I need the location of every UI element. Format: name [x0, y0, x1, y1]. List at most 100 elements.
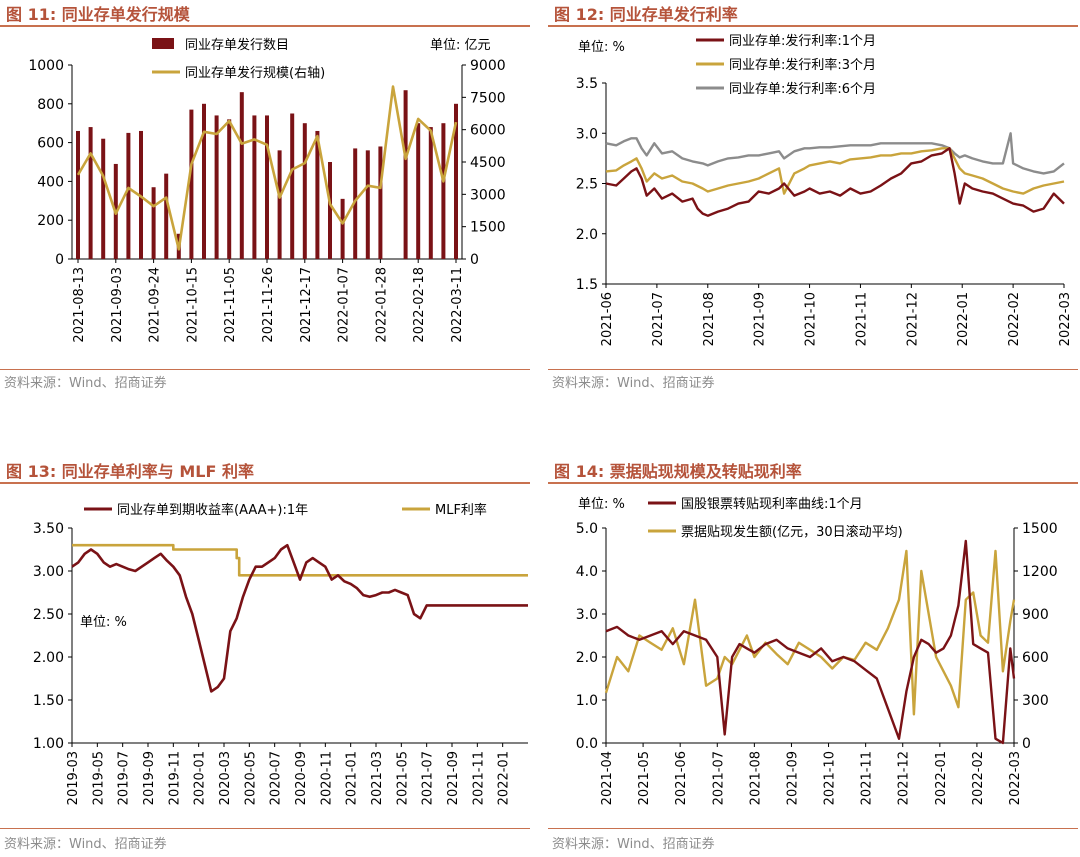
bar: [227, 119, 232, 259]
y-tick-label: 3.5: [576, 76, 598, 92]
x-tick-label: 2022-01: [934, 751, 949, 805]
y-tick-label-right: 0: [1022, 736, 1031, 752]
x-tick-label: 2021-03: [370, 751, 385, 805]
x-tick-label: 2021-05: [395, 751, 410, 805]
bar: [315, 130, 320, 259]
unit-label: 单位: %: [578, 497, 625, 512]
panel-source: 资料来源：Wind、招商证券: [4, 376, 167, 391]
bar: [126, 132, 131, 259]
bar: [302, 123, 307, 259]
x-tick-label: 2021-09: [446, 751, 461, 805]
series-line-discount-volume: [604, 549, 1016, 716]
x-tick-label: 2021-11-26: [261, 267, 276, 343]
bar: [340, 198, 345, 259]
bar: [454, 103, 458, 259]
x-tick-label: 2020-03: [218, 751, 233, 805]
x-tick-label: 2022-03-11: [450, 267, 465, 343]
panel-title: 图 14: 票据贴现规模及转贴现利率: [554, 462, 802, 481]
panel-cd-vs-mlf: 图 13: 同业存单利率与 MLF 利率 1.00 1.50 2.00 2.50 3.0…: [0, 457, 530, 857]
x-tick-label: 2019-03: [66, 751, 81, 805]
legend-scale-label: 同业存单发行规模(右轴): [185, 65, 325, 81]
x-tick-label: 2021-11: [471, 751, 486, 805]
x-tick-label: 2019-07: [117, 751, 132, 805]
bar: [164, 173, 169, 259]
bar: [239, 92, 244, 259]
title-rule: [548, 482, 1078, 484]
series-line-mlf: [72, 543, 528, 577]
y-tick-label: 3.0: [576, 126, 598, 142]
x-tick-label: 2020-01: [193, 751, 208, 805]
y-tick-label-right: 900: [1022, 607, 1049, 623]
y-tick-label-left: 200: [37, 213, 64, 229]
series-line-cd-yield: [71, 543, 528, 693]
panel-title: 图 12: 同业存单发行利率: [554, 5, 738, 24]
panel-title: 图 11: 同业存单发行规模: [6, 5, 190, 24]
chart-cd-vs-mlf: 1.00 1.50 2.00 2.50 3.00 3.50 2019-03 2019-05 20…: [33, 502, 528, 805]
x-tick-label: 2021-07: [421, 751, 436, 805]
bar: [202, 103, 206, 259]
x-tick-label: 2021-08: [748, 751, 763, 805]
bar: [265, 115, 269, 259]
x-tick-label: 2021-07: [711, 751, 726, 805]
x-tick-label: 2021-06: [674, 751, 689, 805]
panel-source: 资料来源：Wind、招商证券: [552, 837, 715, 852]
bar: [101, 138, 106, 259]
x-tick-label: 2022-03: [1058, 292, 1073, 346]
chart-cd-issuance-rate: 1.5 2.0 2.5 3.0 3.5 2021-06 2021-07 2021-08 2021…: [576, 33, 1073, 346]
panel-source: 资料来源：Wind、招商证券: [552, 376, 715, 391]
legend-1m-label: 同业存单:发行利率:1个月: [729, 33, 876, 49]
y-tick-label-right: 0: [470, 252, 479, 268]
panel-bill-discount: 图 14: 票据贴现规模及转贴现利率 0.0 1.0 2.0 3.0 4.0 5.0 0 30…: [548, 457, 1078, 857]
y-tick-label-right: 3000: [470, 187, 506, 203]
unit-label: 单位: 亿元: [430, 38, 491, 53]
y-tick-label-left: 5.0: [576, 521, 598, 537]
source-rule: [548, 369, 1078, 370]
chart-bill-discount: 0.0 1.0 2.0 3.0 4.0 5.0 0 300 600 900 1200 1500 2021…: [576, 496, 1058, 805]
chart-cd-issuance-scale: 0 200 400 600 800 1000 0 1500 3000 4500 6000 7500 90…: [28, 37, 506, 343]
x-tick-label: 2021-10: [823, 751, 838, 805]
bar: [441, 123, 446, 259]
y-tick-label: 3.50: [33, 521, 64, 537]
bar: [151, 187, 156, 259]
legend-rate-label: 国股银票转贴现利率曲线:1个月: [681, 496, 863, 512]
y-tick-label: 1.00: [33, 736, 64, 752]
panel-source: 资料来源：Wind、招商证券: [4, 837, 167, 852]
legend-mlf-label: MLF利率: [435, 502, 487, 518]
series-line-3: [605, 132, 1065, 175]
y-tick-label: 2.00: [33, 650, 64, 666]
y-tick-label-right: 300: [1022, 693, 1049, 709]
panel-cd-issuance-rate: 图 12: 同业存单发行利率 1.5 2.0 2.5 3.0 3.5 2021-06 202…: [548, 0, 1078, 400]
y-tick-label-right: 1500: [1022, 521, 1058, 537]
bar: [76, 130, 80, 259]
y-tick-label-right: 1500: [470, 220, 506, 236]
bar: [416, 123, 421, 259]
series-line-discount-rate: [605, 539, 1016, 745]
y-tick-label-right: 1200: [1022, 564, 1058, 580]
y-tick-label-left: 400: [37, 174, 64, 190]
bar: [252, 115, 257, 259]
legend-cd-yield-label: 同业存单到期收益率(AAA+):1年: [117, 502, 308, 518]
x-tick-label: 2022-02: [1007, 292, 1022, 346]
unit-label: 单位: %: [578, 40, 625, 55]
legend-3m-label: 同业存单:发行利率:3个月: [729, 57, 876, 73]
x-tick-label: 2022-03: [1008, 751, 1023, 805]
x-tick-label: 2020-07: [269, 751, 284, 805]
bar: [365, 150, 370, 259]
x-tick-label: 2021-11: [860, 751, 875, 805]
x-tick-label: 2021-09: [785, 751, 800, 805]
legend-count-swatch: [152, 38, 174, 49]
bar: [428, 127, 433, 259]
series-line-1: [605, 147, 1065, 217]
x-tick-label: 2021-12: [905, 292, 920, 346]
y-tick-label-right: 7500: [470, 90, 506, 106]
bar: [378, 146, 383, 259]
x-tick-label: 2021-11-05: [223, 267, 238, 343]
y-tick-label-left: 0.0: [576, 736, 598, 752]
bar: [290, 113, 295, 259]
y-tick-label: 2.5: [576, 177, 598, 193]
x-tick-label: 2021-07: [651, 292, 666, 346]
x-tick-label: 2021-10-15: [185, 267, 200, 343]
y-tick-label-left: 1.0: [576, 693, 598, 709]
x-tick-label: 2021-09-03: [110, 267, 125, 343]
source-rule: [548, 828, 1078, 829]
